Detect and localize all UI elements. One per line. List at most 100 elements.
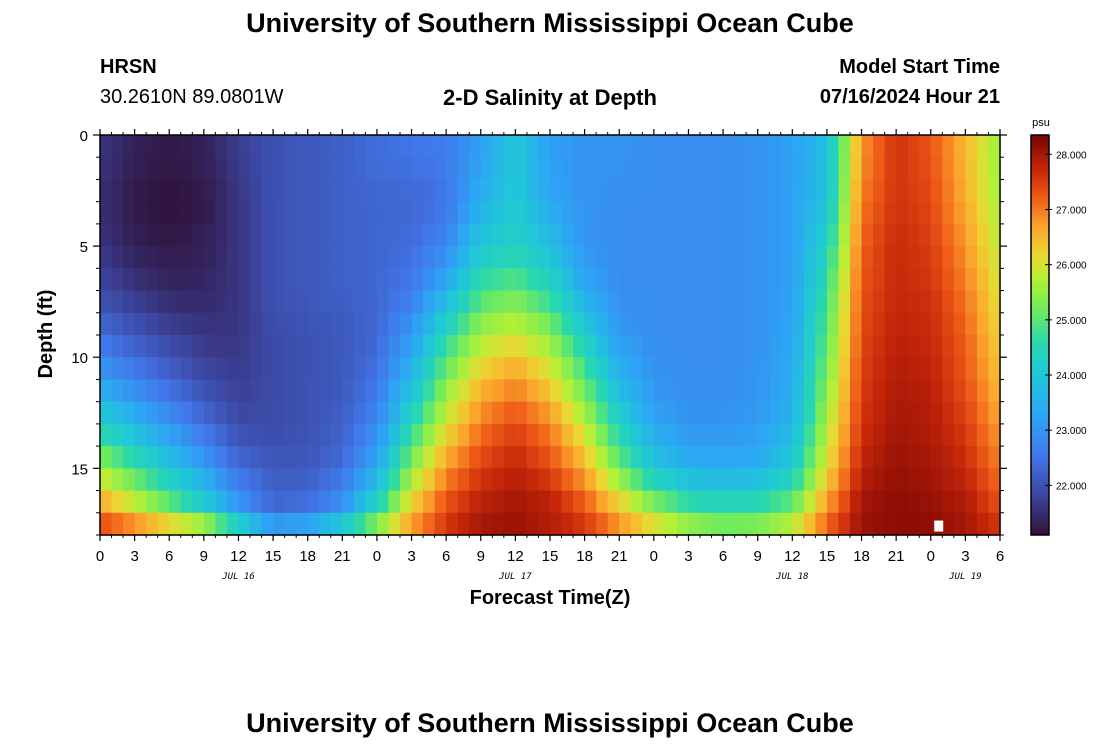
heatmap-cell [376,512,390,536]
heatmap-cell [676,135,690,158]
day-label: JUL 17 [498,572,532,582]
heatmap-cell [526,312,540,336]
colorbar-segment [1031,365,1049,369]
heatmap-cell [400,179,413,203]
heatmap-cell [388,223,401,247]
heatmap-cell [261,512,274,536]
heatmap-cell [838,290,851,314]
heatmap-cell [884,446,897,469]
heatmap-cell [250,223,263,247]
heatmap-cell [723,179,736,203]
heatmap-cell [203,357,216,381]
heatmap-cell [446,335,459,358]
heatmap-cell [111,335,124,358]
heatmap-cell [965,335,978,358]
heatmap-cell [850,357,863,381]
heatmap-cell [780,446,793,469]
heatmap-cell [457,423,470,447]
heatmap-cell [665,268,678,292]
heatmap-cell [146,201,159,225]
heatmap-cell [238,268,251,292]
heatmap-cell [376,335,390,358]
heatmap-cell [411,290,424,314]
heatmap-cell [688,290,701,314]
heatmap-cell [584,223,597,247]
heatmap-cell [861,135,874,158]
heatmap-cell [330,446,343,469]
heatmap-cell [284,246,297,269]
heatmap-cell [861,179,874,203]
heatmap-cell [100,357,113,381]
heatmap-cell [711,268,724,292]
heatmap-cell [446,446,459,469]
heatmap-cell [723,335,736,358]
heatmap-cell [792,223,805,247]
heatmap-cell [734,268,747,292]
heatmap-cell [607,357,620,381]
heatmap-cell [884,312,897,336]
heatmap-cell [434,157,447,181]
heatmap-cell [457,179,470,203]
heatmap-cell [215,268,228,292]
heatmap-cell [388,423,401,447]
heatmap-cell [734,357,747,381]
heatmap-cell [226,135,240,158]
colorbar-segment [1031,158,1049,163]
heatmap-cell [365,512,378,536]
heatmap-cell [446,290,459,314]
heatmap-cell [780,290,793,314]
heatmap-cell [884,135,897,158]
heatmap-cell [469,268,482,292]
heatmap-cell [296,423,309,447]
heatmap-cell [573,512,586,536]
heatmap-cell [907,223,920,247]
heatmap-cell [111,423,124,447]
heatmap-cell [826,335,840,358]
heatmap-cell [953,357,966,381]
colorbar-segment [1031,225,1049,229]
heatmap-cell [596,312,609,336]
colorbar-segment [1031,418,1049,423]
heatmap-cell [976,179,990,203]
heatmap-cell [111,468,124,492]
heatmap-cell [538,379,551,403]
heatmap-cell [111,179,124,203]
heatmap-cell [676,268,690,292]
heatmap-cell [515,357,528,381]
heatmap-cell [457,246,470,269]
heatmap-cell [538,268,551,292]
heatmap-cell [411,401,424,425]
heatmap-cell [907,268,920,292]
heatmap-cell [400,446,413,469]
colorbar-segment [1031,408,1049,413]
heatmap-cell [376,268,390,292]
heatmap-cell [884,468,897,492]
heatmap-cell [503,201,516,225]
heatmap-cell [400,379,413,403]
heatmap-cell [353,312,366,336]
colorbar-segment [1031,428,1049,433]
heatmap-cell [400,290,413,314]
heatmap-cell [238,135,251,158]
heatmap-cell [250,268,263,292]
heatmap-cell [838,335,851,358]
colorbar-segment [1031,185,1049,189]
heatmap-cell [584,401,597,425]
heatmap-cell [353,246,366,269]
heatmap-cell [700,201,713,225]
x-tick-label: 21 [888,548,905,565]
heatmap-cell [203,335,216,358]
heatmap-cell [700,246,713,269]
heatmap-cell [365,268,378,292]
heatmap-cell [953,335,966,358]
heatmap-cell [134,312,147,336]
heatmap-cell [792,490,805,514]
heatmap-cell [907,179,920,203]
heatmap-cell [423,423,436,447]
heatmap-cell [826,157,840,181]
colorbar-unit-label: psu [1032,117,1050,129]
heatmap-cell [111,201,124,225]
heatmap-cell [850,201,863,225]
heatmap-cell [607,446,620,469]
heatmap-cell [480,357,493,381]
